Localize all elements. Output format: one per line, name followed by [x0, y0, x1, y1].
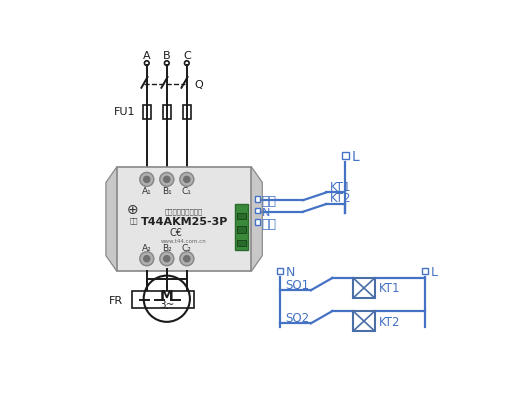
Text: M: M: [160, 288, 174, 302]
Bar: [255, 220, 260, 225]
Text: www.t44.com.cn: www.t44.com.cn: [161, 239, 207, 244]
Circle shape: [144, 256, 150, 262]
Bar: [237, 213, 246, 219]
Bar: [255, 208, 260, 214]
Polygon shape: [106, 168, 117, 271]
Text: L: L: [431, 265, 438, 278]
Circle shape: [184, 256, 190, 262]
Text: Q: Q: [194, 80, 204, 90]
Circle shape: [144, 177, 150, 183]
Polygon shape: [251, 168, 262, 271]
Circle shape: [180, 252, 194, 266]
Text: KT2: KT2: [379, 315, 400, 328]
Text: N: N: [262, 207, 270, 217]
Text: SQ2: SQ2: [285, 311, 309, 324]
Text: 3~: 3~: [159, 299, 175, 309]
Bar: [342, 153, 348, 159]
Text: C₂: C₂: [182, 244, 192, 253]
Bar: [237, 241, 246, 247]
Bar: [255, 197, 260, 202]
Text: 无触点正反转接触器: 无触点正反转接触器: [165, 208, 203, 215]
Circle shape: [140, 252, 154, 266]
Text: N: N: [286, 265, 295, 278]
Text: KT1: KT1: [330, 180, 351, 193]
Circle shape: [160, 252, 174, 266]
Bar: [353, 278, 375, 298]
Bar: [163, 106, 171, 120]
Bar: [183, 106, 191, 120]
Bar: [277, 268, 283, 275]
Text: ⊕: ⊕: [126, 203, 138, 217]
Circle shape: [160, 173, 174, 187]
Circle shape: [180, 173, 194, 187]
Circle shape: [164, 256, 170, 262]
Circle shape: [164, 177, 170, 183]
Text: T44AKM25-3P: T44AKM25-3P: [140, 216, 228, 226]
Text: A₁: A₁: [142, 186, 151, 195]
Text: C€: C€: [170, 227, 183, 237]
Text: 反向: 反向: [262, 217, 277, 230]
Circle shape: [140, 173, 154, 187]
Text: 正向: 正向: [262, 194, 277, 207]
Text: 翱风: 翱风: [129, 217, 138, 223]
Text: B₁: B₁: [162, 186, 172, 195]
Text: A₂: A₂: [142, 244, 151, 253]
Text: KT2: KT2: [330, 192, 351, 205]
Text: KT1: KT1: [379, 282, 400, 295]
Bar: [237, 227, 246, 233]
Text: FU1: FU1: [114, 107, 135, 117]
Circle shape: [184, 177, 190, 183]
Text: C₁: C₁: [182, 186, 192, 195]
Bar: [422, 268, 428, 275]
Text: L: L: [351, 149, 360, 163]
Bar: [353, 311, 375, 331]
Text: B₂: B₂: [162, 244, 172, 253]
Text: C: C: [183, 51, 191, 61]
Bar: [234, 205, 248, 251]
Text: A: A: [143, 51, 150, 61]
Bar: [143, 106, 150, 120]
Bar: [117, 168, 251, 271]
Text: SQ1: SQ1: [285, 278, 309, 291]
Bar: [132, 291, 194, 308]
Text: B: B: [163, 51, 171, 61]
Text: FR: FR: [109, 295, 123, 305]
